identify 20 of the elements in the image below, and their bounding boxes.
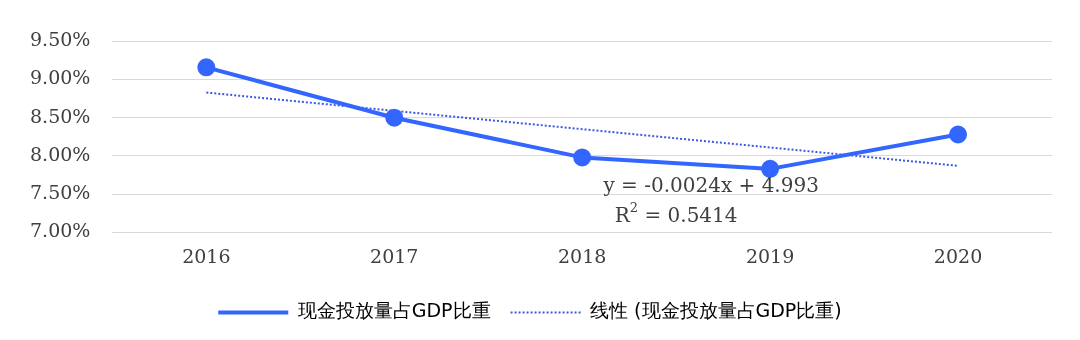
point	[385, 108, 404, 127]
legend-label: 线性 (现金投放量占GDP比重)	[590, 299, 842, 322]
legend-label: 现金投放量占GDP比重	[297, 299, 491, 322]
y-tick-label: 8.00%	[30, 142, 91, 165]
x-tick-label: 2018	[558, 244, 607, 267]
line-series	[205, 91, 960, 167]
point	[761, 159, 780, 178]
y-tick-label: 7.00%	[30, 219, 91, 242]
point	[949, 125, 968, 144]
y-tick-label: 8.50%	[30, 104, 91, 127]
point	[573, 148, 592, 167]
y-tick-label: 7.50%	[30, 180, 91, 203]
y-tick-label: 9.50%	[30, 28, 91, 51]
y-tick-label: 9.00%	[30, 66, 91, 89]
x-tick-label: 2017	[370, 244, 419, 267]
annotation: y = -0.0024x + 4.993	[602, 172, 819, 197]
x-tick-label: 2020	[933, 244, 983, 267]
x-tick-label: 2019	[745, 244, 795, 267]
point	[197, 58, 216, 77]
x-tick-label: 2016	[182, 244, 231, 267]
